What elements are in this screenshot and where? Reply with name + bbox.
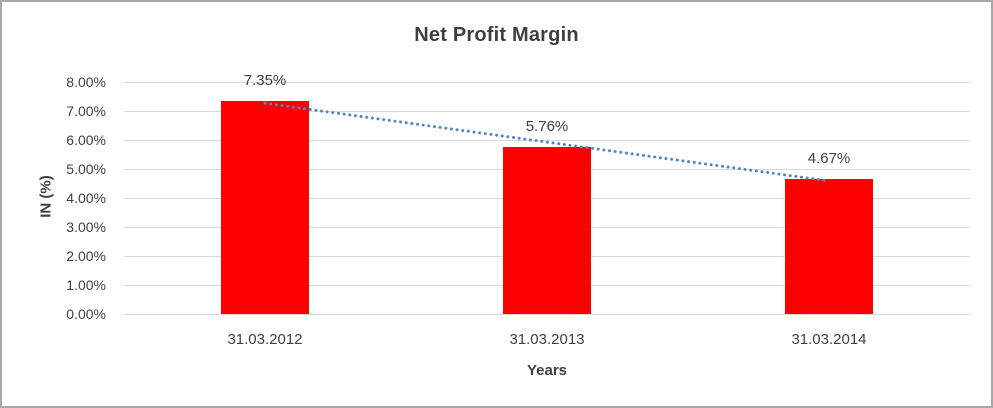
y-axis-tick-label: 3.00% [66,219,106,235]
y-axis-tick-label: 5.00% [66,161,106,177]
plot-area: 7.35% 5.76% 4.67% [124,72,970,315]
y-axis-tick-label: 2.00% [66,248,106,264]
trendline-dotted [263,101,831,183]
bar-31.03.2014 [785,178,873,314]
bar-31.03.2013 [503,146,591,314]
gridline [124,313,970,315]
gridline [124,139,970,141]
y-axis-tick-label: 1.00% [66,277,106,293]
data-label: 7.35% [243,71,287,89]
y-axis-tick-label: 0.00% [66,306,106,322]
gridline [124,110,970,112]
x-axis-tick-label: 31.03.2012 [227,331,303,348]
y-axis-tick-label: 7.00% [66,103,106,119]
gridline [124,81,970,83]
y-axis-tick-label: 6.00% [66,132,106,148]
data-label: 4.67% [807,149,851,167]
data-label: 5.76% [525,117,569,135]
bar-31.03.2012 [221,100,309,314]
y-axis-tick-label: 8.00% [66,74,106,90]
y-axis-tick-label: 4.00% [66,190,106,206]
x-axis-tick-label: 31.03.2013 [509,331,585,348]
x-axis-tick-label: 31.03.2014 [791,331,867,348]
chart-title: Net Profit Margin [414,24,579,46]
x-axis-title: Years [526,362,568,379]
